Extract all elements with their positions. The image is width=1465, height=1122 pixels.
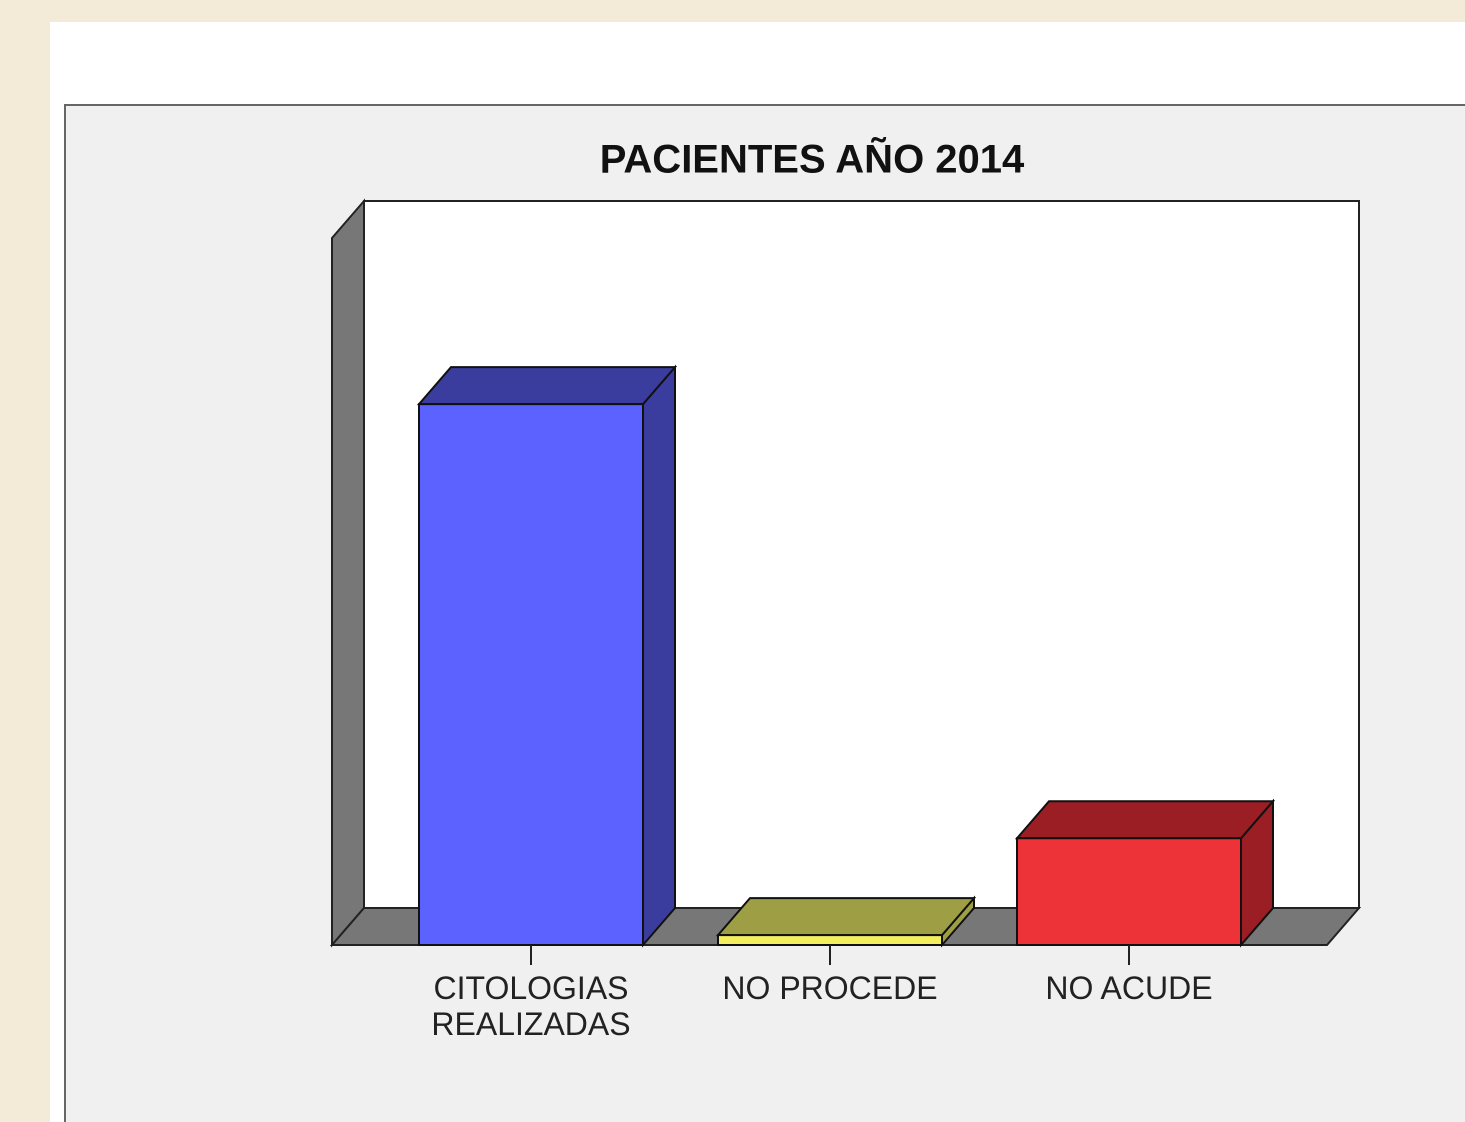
bar	[717, 934, 943, 946]
bar-top	[416, 366, 678, 406]
bar	[418, 403, 644, 946]
bar	[1016, 837, 1242, 946]
x-tick-label: CITOLOGIAS REALIZADAS	[431, 970, 631, 1042]
x-tick-label: NO ACUDE	[1045, 970, 1213, 1006]
bar-top	[715, 897, 977, 937]
x-tick-label: NO PROCEDE	[722, 970, 938, 1006]
bar-top	[1014, 800, 1276, 840]
side-wall	[331, 198, 365, 948]
bar-side	[642, 364, 676, 948]
chart-title: PACIENTES AÑO 2014	[600, 136, 1025, 182]
